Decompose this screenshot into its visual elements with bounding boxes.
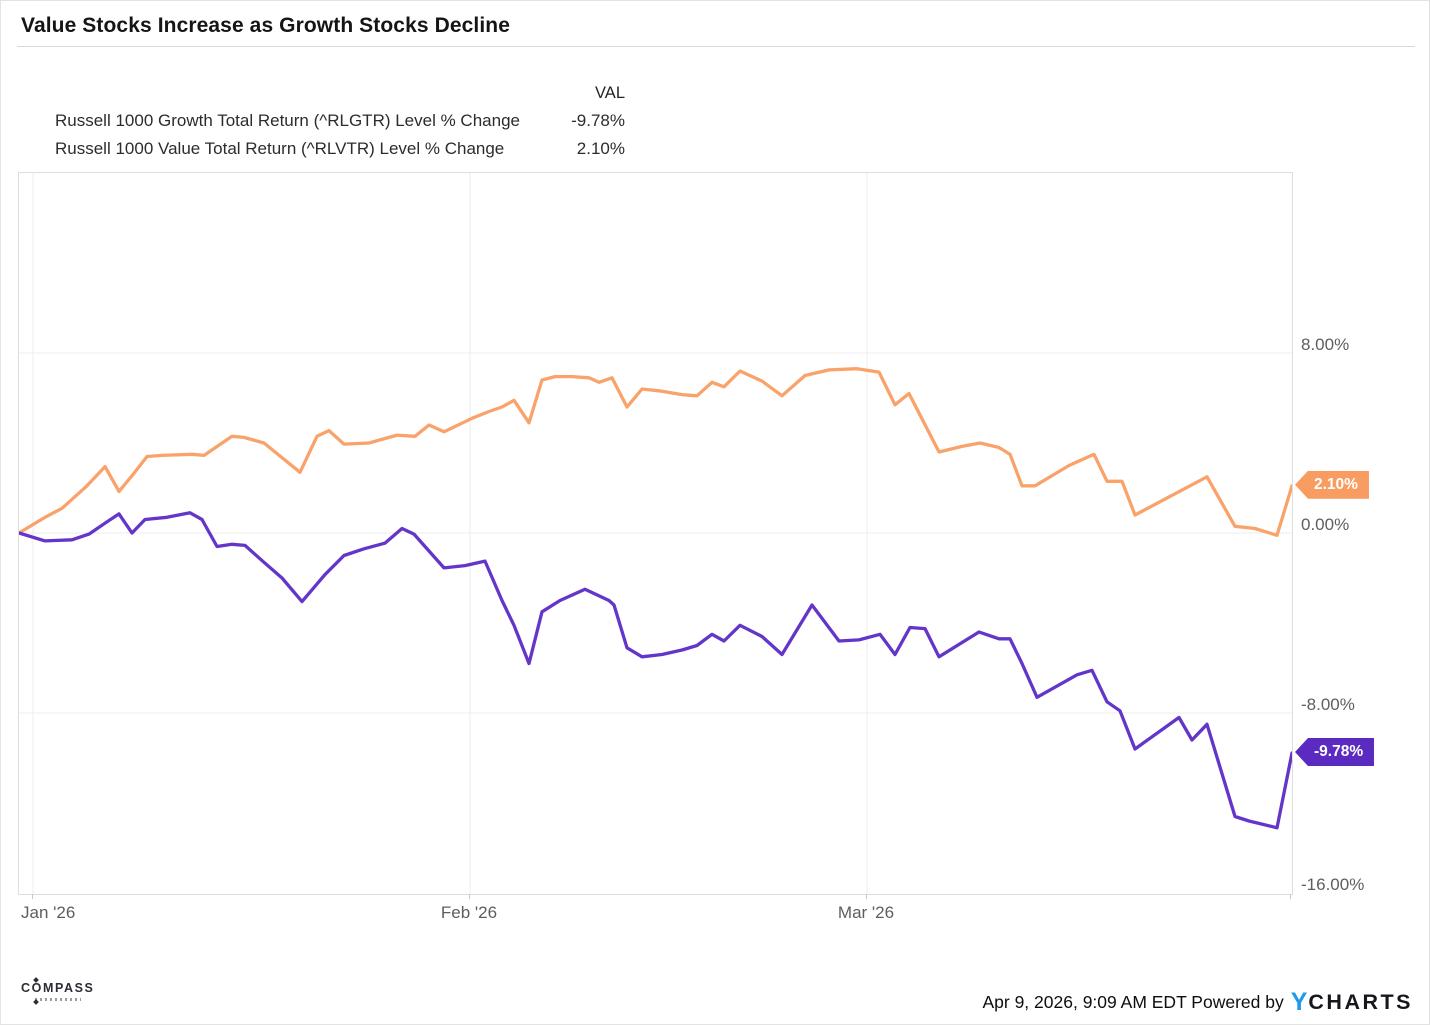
title-divider [17, 46, 1415, 47]
growth-value-badge: -9.78% [1295, 738, 1375, 767]
x-axis-tick [1290, 894, 1291, 899]
legend-value-value: 2.10% [576, 139, 625, 158]
x-axis-tick [32, 894, 33, 899]
plot-area [18, 172, 1293, 895]
series-line [19, 511, 1292, 830]
value-value-badge: 2.10% [1295, 470, 1369, 499]
x-axis-label: Feb '26 [440, 903, 498, 922]
legend-label-growth: Russell 1000 Growth Total Return (^RLGTR… [55, 111, 520, 130]
legend-val-header: VAL [595, 83, 625, 102]
x-axis-label: Mar '26 [837, 903, 895, 922]
compass-wordmark: COMPASS [21, 981, 95, 995]
series-line [19, 367, 1292, 537]
timestamp-text: Apr 9, 2026, 9:09 AM EDT Powered by [982, 992, 1284, 1012]
ycharts-logo: Y CHARTS [1290, 988, 1413, 1016]
compass-logo: COMPASS [21, 977, 95, 1005]
y-axis-label: -16.00% [1301, 875, 1365, 894]
legend: VAL Russell 1000 Growth Total Return (^R… [29, 79, 625, 163]
y-axis-label: 8.00% [1301, 335, 1350, 354]
chart-title: Value Stocks Increase as Growth Stocks D… [21, 14, 510, 37]
x-axis-label: Jan '26 [21, 903, 76, 922]
footer-attribution: Apr 9, 2026, 9:09 AM EDT Powered by Y CH… [982, 990, 1413, 1015]
compass-tagline [35, 998, 81, 1001]
y-axis-label: -8.00% [1301, 695, 1355, 714]
x-axis-tick [469, 894, 470, 899]
legend-value-growth: -9.78% [571, 111, 625, 130]
ycharts-y-icon: Y [1290, 988, 1308, 1016]
legend-label-value: Russell 1000 Value Total Return (^RLVTR)… [55, 139, 505, 158]
x-axis-tick [866, 894, 867, 899]
plot-svg [19, 173, 1292, 894]
y-axis-label: 0.00% [1301, 515, 1350, 534]
